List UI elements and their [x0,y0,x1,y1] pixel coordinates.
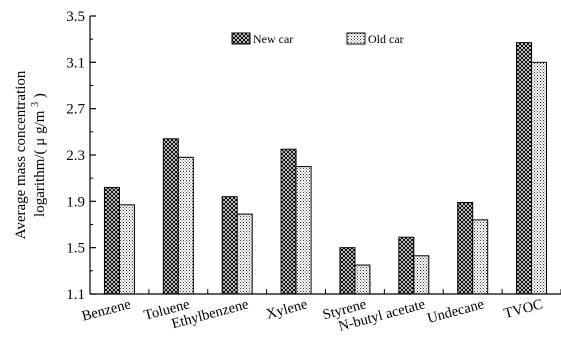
bar-old-car [177,156,194,295]
bar-old-car [236,213,253,295]
bar-old-car [354,264,371,295]
bar-old-car [118,204,135,295]
y-axis-title-line1: Average mass concentration [13,70,29,239]
legend-swatch-old-car [346,32,366,45]
legend: New car Old car [231,32,404,46]
y-tick-label: 2.3 [66,148,85,164]
bar-new-car [221,196,238,295]
y-axis-title-prefix: logarithm/( [32,149,48,217]
y-axis-title-line2: logarithm/( μ g/m 3 ) [26,93,48,217]
y-tick-label: 3.5 [66,9,85,25]
bar-new-car [280,148,297,295]
y-axis: 1.1 1.5 1.9 2.3 2.7 3.1 3.5 [66,9,96,303]
x-category-label: Benzene [80,296,132,324]
x-category-label: TVOC [502,296,544,322]
y-tick-label: 1.9 [66,194,85,210]
y-tick-label: 1.5 [66,241,85,257]
bar-old-car [531,61,548,295]
legend-label-new-car: New car [253,32,293,46]
y-axis-title: Average mass concentration logarithm/( μ… [13,70,48,239]
bar-new-car [339,247,356,295]
y-axis-title-micro-symbol: μ [32,138,48,146]
legend-swatch-new-car [231,32,251,45]
bar-old-car [413,255,430,295]
bar-new-car [162,138,179,295]
bar-old-car [472,219,489,295]
bar-new-car [516,42,533,295]
y-tick-label: 1.1 [66,287,85,303]
bars-group [103,42,548,295]
bar-new-car [398,236,415,295]
y-axis-title-unit-exp: 3 [30,102,41,107]
plot-area: 1.1 1.5 1.9 2.3 2.7 3.1 3.5 Benzene TolueneEthy… [66,9,561,335]
bar-new-car [457,201,474,295]
y-tick-label: 2.7 [66,102,85,118]
y-axis-title-close: ) [32,93,48,98]
bar-new-car [103,186,120,295]
legend-label-old-car: Old car [368,32,404,46]
y-axis-title-unit: g/m [32,110,48,134]
x-category-label: Xylene [265,296,310,322]
y-tick-label: 3.1 [66,55,85,71]
x-category-label: Undecane [426,296,486,326]
bar-old-car [295,166,312,295]
